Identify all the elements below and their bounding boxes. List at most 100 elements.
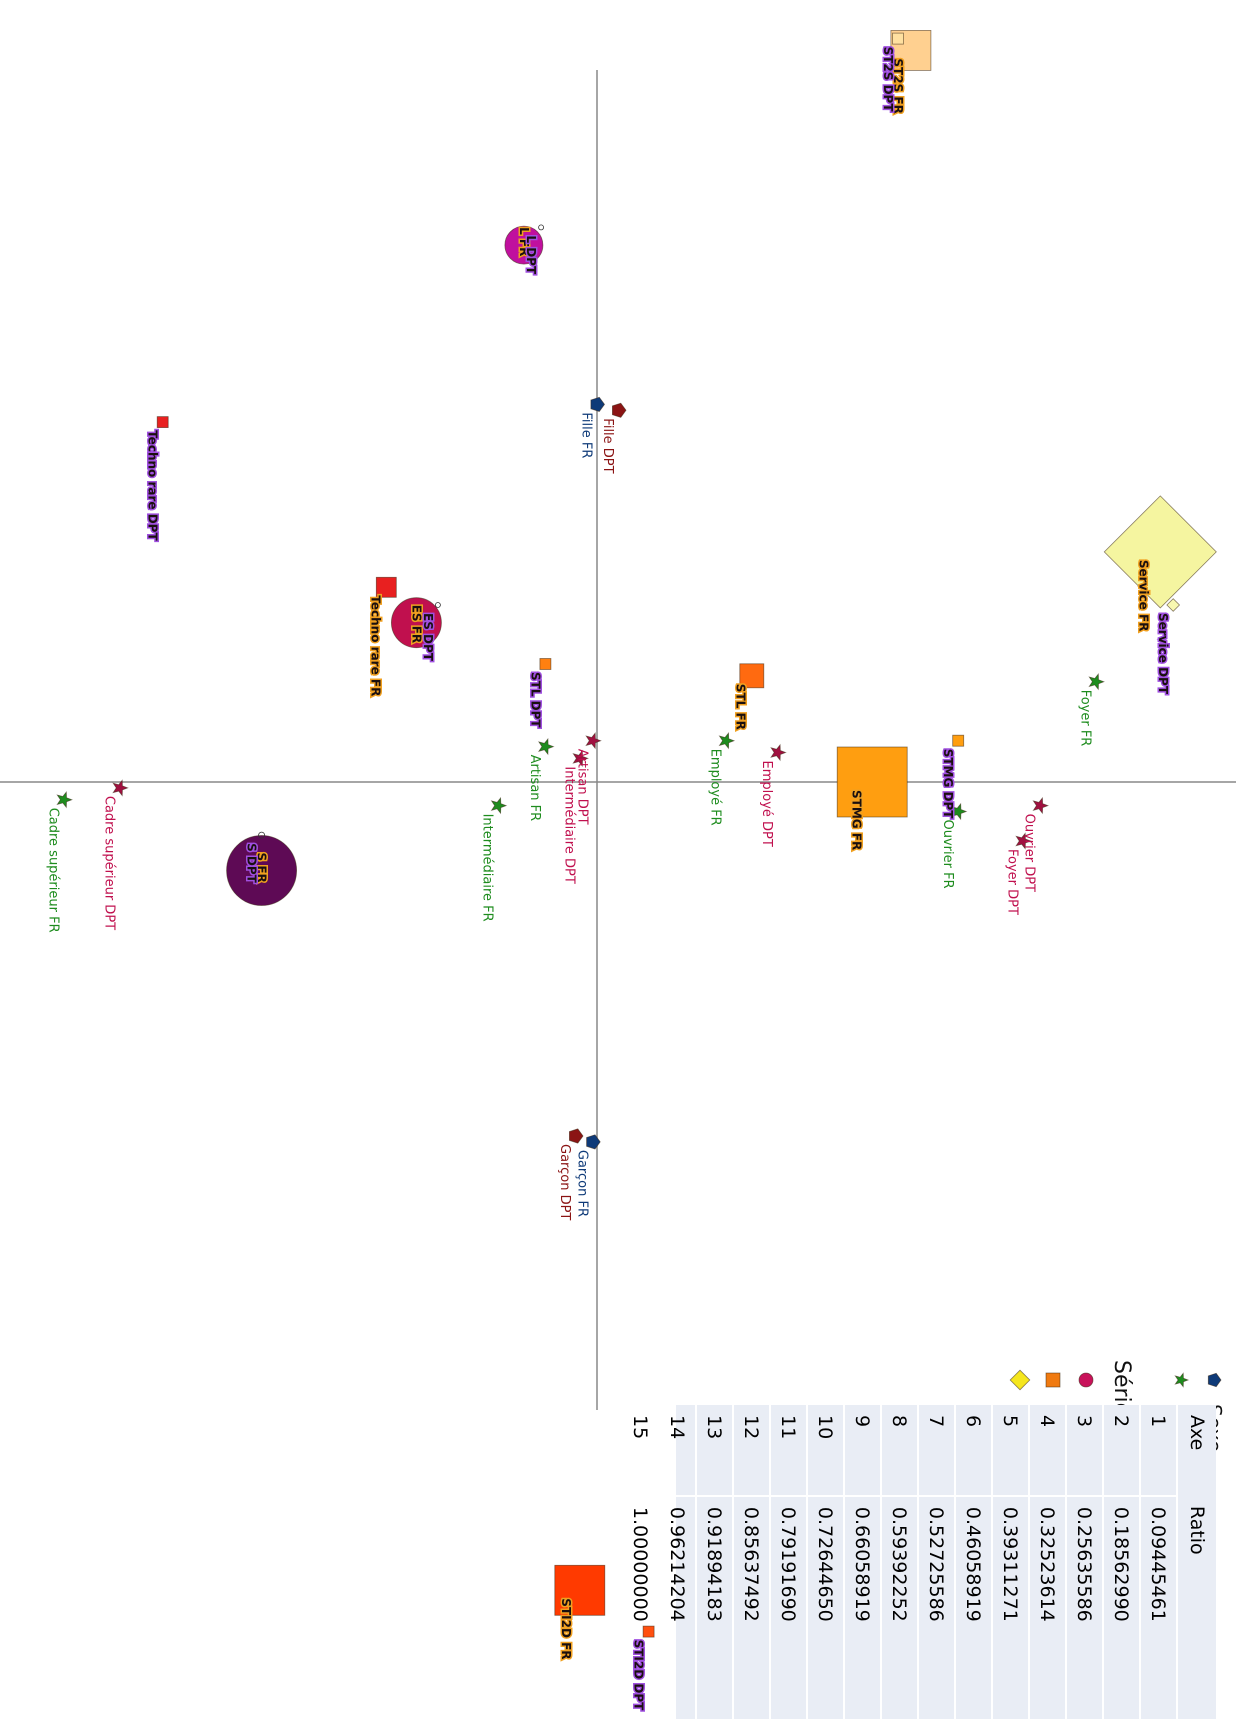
point-employ-fr (718, 732, 736, 750)
label-sti2d-fr: STI2D FR (559, 1598, 573, 1659)
label-es-dpt: ES DPT (421, 613, 435, 662)
point-s-fr (226, 835, 297, 906)
cell-ratio: 0.32523614 (1036, 1506, 1059, 1622)
label-service-fr: Service FR (1137, 560, 1151, 632)
point-sti2d-dpt (642, 1625, 655, 1638)
column-header-axe: Axe (1186, 1415, 1208, 1451)
point-sti2d-fr (554, 1564, 606, 1616)
point-employ-dpt (770, 743, 787, 762)
point-fille-dpt (612, 402, 627, 418)
cell-ratio: 0.59392252 (888, 1506, 911, 1622)
label-foyer-dpt: Foyer DPT (1004, 849, 1019, 915)
cell-ratio: 0.52725586 (925, 1506, 948, 1622)
label-sti2d-dpt: STI2D DPT (632, 1640, 646, 1712)
cell-axe: 10 (807, 1405, 844, 1496)
ratio-table-wrap: Axe Ratio 1 0.09445461 2 0.18562990 3 0.25635… (623, 1405, 1216, 1719)
table-row: 10 0.72644650 (807, 1405, 844, 1719)
point-service-fr (1103, 495, 1217, 609)
label-gar-on-dpt: Garçon DPT (557, 1144, 572, 1220)
point-artisan-dpt (585, 732, 602, 750)
label-ouvrier-fr: Ouvrier FR (940, 820, 955, 889)
label-employ-dpt: Employé DPT (759, 761, 774, 847)
cell-axe: 12 (733, 1405, 770, 1496)
legend-marker-star (1174, 1372, 1190, 1388)
point-interm-diaire-fr (490, 796, 508, 815)
label-st2s-fr: ST2S FR (891, 58, 905, 113)
cell-ratio: 0.85637492 (740, 1506, 763, 1622)
cell-ratio: 0.46058919 (962, 1506, 985, 1622)
cell-axe: 5 (992, 1405, 1029, 1496)
point-stl-fr (739, 663, 765, 689)
label-service-dpt: Service DPT (1156, 613, 1170, 695)
point-es-dpt (435, 602, 441, 608)
table-row: 4 0.32523614 (1029, 1405, 1066, 1719)
table-row: 9 0.66058919 (844, 1405, 881, 1719)
point-stmg-dpt (952, 734, 965, 747)
point-st2s-dpt (892, 32, 904, 45)
table-row: 8 0.59392252 (881, 1405, 918, 1719)
table-row: 12 0.85637492 (733, 1405, 770, 1719)
table-row: 14 0.96214204 (659, 1405, 696, 1719)
label-l-fr: L FR (517, 227, 531, 256)
legend-marker-diamond (1009, 1369, 1031, 1391)
cell-axe: 7 (918, 1405, 955, 1496)
cell-ratio: 0.39311271 (999, 1506, 1022, 1622)
label-employ-fr: Employé FR (708, 749, 723, 826)
table-row: 13 0.91894183 (696, 1405, 733, 1719)
table-row: 1 0.09445461 (1140, 1405, 1177, 1719)
cell-ratio: 0.09445461 (1147, 1506, 1170, 1622)
label-ouvrier-dpt: Ouvrier DPT (1022, 814, 1037, 892)
label-st2s-dpt: ST2S DPT (881, 47, 895, 113)
label-techno-rare-dpt: Techno rare DPT (146, 430, 160, 541)
point-ouvrier-fr (950, 802, 968, 821)
label-stl-fr: STL FR (734, 684, 748, 730)
label-stl-dpt: STL DPT (528, 672, 542, 728)
table-row: 5 0.39311271 (992, 1405, 1029, 1719)
table-row: 6 0.46058919 (955, 1405, 992, 1719)
cell-axe: 4 (1029, 1405, 1066, 1496)
table-row: 11 0.79191690 (770, 1405, 807, 1719)
point-l-dpt (538, 224, 544, 231)
cell-ratio: 0.91894183 (703, 1506, 726, 1622)
point-s-dpt (258, 831, 265, 839)
cell-axe: 14 (659, 1405, 696, 1496)
cell-ratio: 1.00000000 (629, 1506, 652, 1622)
label-s-fr: S FR (255, 853, 269, 883)
point-gar-on-dpt (569, 1128, 584, 1144)
cell-ratio: 0.79191690 (777, 1506, 800, 1622)
label-artisan-dpt: Artisan DPT (574, 749, 589, 825)
ratio-table: Axe Ratio 1 0.09445461 2 0.18562990 3 0.25635… (623, 1405, 1216, 1719)
point-es-fr (391, 597, 442, 649)
point-ouvrier-dpt (1032, 796, 1050, 815)
label-cadre-sup-rieur-dpt: Cadre supérieur DPT (101, 796, 116, 930)
cell-axe: 13 (696, 1405, 733, 1496)
point-artisan-fr (537, 737, 555, 756)
cell-axe: 2 (1103, 1405, 1140, 1496)
point-cadre-sup-rieur-dpt (112, 779, 129, 797)
cell-ratio: 0.96214204 (666, 1506, 689, 1622)
label-fille-dpt: Fille DPT (600, 418, 615, 473)
cell-axe: 8 (881, 1405, 918, 1496)
cell-ratio: 0.18562990 (1110, 1506, 1133, 1622)
legend-marker-square (1045, 1372, 1061, 1388)
table-row: 3 0.25635586 (1066, 1405, 1103, 1719)
label-stmg-fr: STMG FR (849, 790, 863, 850)
cell-ratio: 0.25635586 (1073, 1506, 1096, 1622)
point-service-dpt (1166, 598, 1181, 612)
label-stmg-dpt: STMG DPT (941, 749, 955, 820)
table-row: 2 0.18562990 (1103, 1405, 1140, 1719)
label-cadre-sup-rieur-fr: Cadre supérieur FR (45, 808, 60, 933)
point-fille-fr (590, 396, 605, 412)
ratio-table-header: Axe Ratio (1177, 1405, 1216, 1719)
table-row: 15 1.00000000 (623, 1405, 659, 1719)
point-stmg-fr (836, 746, 908, 818)
point-foyer-fr (1088, 673, 1105, 691)
legend-marker-circle (1078, 1372, 1094, 1388)
cell-axe: 11 (770, 1405, 807, 1496)
cell-axe: 9 (844, 1405, 881, 1496)
cell-axe: 15 (623, 1405, 659, 1496)
ratio-table-body: 1 0.09445461 2 0.18562990 3 0.25635586 4 0.3252… (623, 1405, 1177, 1719)
point-techno-rare-dpt (156, 416, 169, 429)
table-row: 7 0.52725586 (918, 1405, 955, 1719)
